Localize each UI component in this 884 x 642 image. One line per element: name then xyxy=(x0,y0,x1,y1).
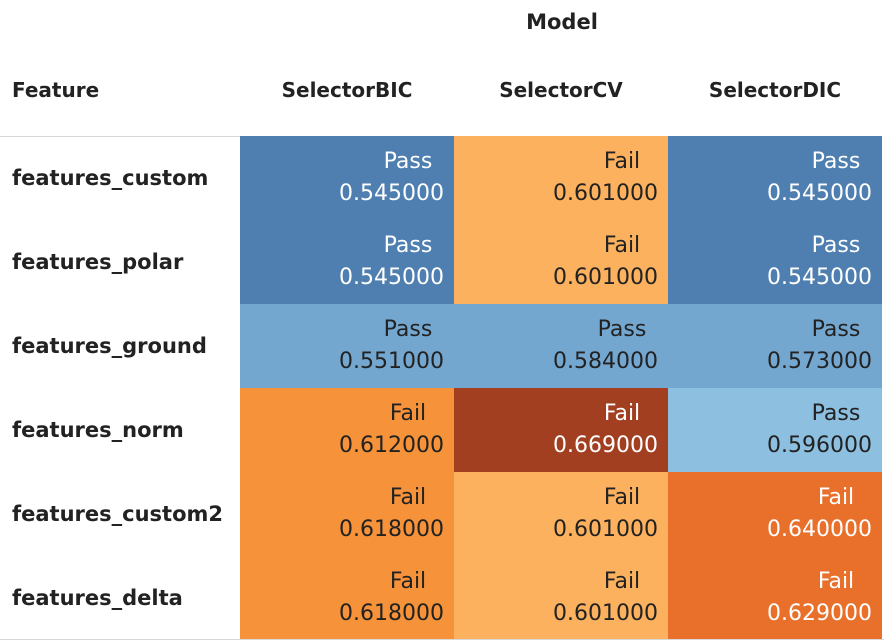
cell-status-label: Fail xyxy=(603,401,641,426)
cell-value-label: 0.596000 xyxy=(767,433,872,458)
cell-value-label: 0.545000 xyxy=(767,265,872,290)
cell-status-label: Fail xyxy=(817,569,855,594)
cell-value-label: 0.618000 xyxy=(339,601,444,626)
cell-status-label: Pass xyxy=(597,317,647,342)
column-header: SelectorCV xyxy=(499,78,623,102)
heatmap-cell: Pass 0.573000 xyxy=(668,304,882,388)
cell-status-label: Pass xyxy=(383,317,433,342)
cell-status-label: Fail xyxy=(603,233,641,258)
cell-value-label: 0.669000 xyxy=(553,433,658,458)
heatmap-cell: Fail 0.601000 xyxy=(454,556,668,640)
row-label: features_ground xyxy=(12,334,207,358)
cell-value-label: 0.545000 xyxy=(767,181,872,206)
header-divider xyxy=(0,136,240,137)
cell-status-label: Pass xyxy=(811,149,861,174)
cell-status-label: Fail xyxy=(603,485,641,510)
cell-value-label: 0.551000 xyxy=(339,349,444,374)
heatmap-cell: Pass 0.584000 xyxy=(454,304,668,388)
heatmap-row: features_norm Fail 0.612000 Fail 0.669000 Pas… xyxy=(0,388,884,472)
heatmap-cell: Pass 0.545000 xyxy=(668,220,882,304)
cell-value-label: 0.545000 xyxy=(339,265,444,290)
heatmap-row: features_delta Fail 0.618000 Fail 0.601000 Fa… xyxy=(0,556,884,640)
cell-status-label: Pass xyxy=(811,317,861,342)
heatmap-cell: Fail 0.612000 xyxy=(240,388,454,472)
cell-status-label: Pass xyxy=(383,149,433,174)
cell-status-label: Pass xyxy=(811,401,861,426)
heatmap-cell: Fail 0.618000 xyxy=(240,556,454,640)
column-headers: SelectorBIC SelectorCV SelectorDIC xyxy=(240,72,884,108)
feature-row-header: Feature xyxy=(12,78,100,102)
row-label: features_custom xyxy=(12,166,209,190)
cell-status-label: Fail xyxy=(389,401,427,426)
cell-value-label: 0.618000 xyxy=(339,517,444,542)
heatmap-cell: Pass 0.545000 xyxy=(240,136,454,220)
cell-value-label: 0.545000 xyxy=(339,181,444,206)
heatmap-grid: features_custom Pass 0.545000 Fail 0.601000 P… xyxy=(0,136,884,640)
cell-value-label: 0.601000 xyxy=(553,265,658,290)
cell-status-label: Fail xyxy=(389,569,427,594)
heatmap-cell: Fail 0.618000 xyxy=(240,472,454,556)
row-label: features_delta xyxy=(12,586,183,610)
row-label: features_custom2 xyxy=(12,502,223,526)
heatmap-cell: Pass 0.545000 xyxy=(240,220,454,304)
heatmap-cell: Fail 0.640000 xyxy=(668,472,882,556)
cell-status-label: Pass xyxy=(811,233,861,258)
cell-value-label: 0.601000 xyxy=(553,601,658,626)
heatmap-cell: Fail 0.669000 xyxy=(454,388,668,472)
cell-status-label: Pass xyxy=(383,233,433,258)
bottom-divider xyxy=(0,639,884,640)
heatmap-cell: Fail 0.601000 xyxy=(454,220,668,304)
heatmap-cell: Fail 0.601000 xyxy=(454,472,668,556)
cell-value-label: 0.573000 xyxy=(767,349,872,374)
heatmap-cell: Fail 0.629000 xyxy=(668,556,882,640)
cell-status-label: Fail xyxy=(603,569,641,594)
cell-value-label: 0.612000 xyxy=(339,433,444,458)
heatmap-cell: Pass 0.596000 xyxy=(668,388,882,472)
row-label: features_polar xyxy=(12,250,184,274)
cell-value-label: 0.629000 xyxy=(767,601,872,626)
model-group-header: Model xyxy=(526,10,598,34)
cell-value-label: 0.601000 xyxy=(553,517,658,542)
row-label: features_norm xyxy=(12,418,184,442)
heatmap-row: features_custom Pass 0.545000 Fail 0.601000 P… xyxy=(0,136,884,220)
cell-value-label: 0.601000 xyxy=(553,181,658,206)
cell-value-label: 0.640000 xyxy=(767,517,872,542)
column-header: SelectorBIC xyxy=(281,78,413,102)
cell-status-label: Fail xyxy=(603,149,641,174)
cell-status-label: Fail xyxy=(817,485,855,510)
heatmap-row: features_ground Pass 0.551000 Pass 0.584000 P… xyxy=(0,304,884,388)
heatmap-row: features_custom2 Fail 0.618000 Fail 0.601000… xyxy=(0,472,884,556)
cell-status-label: Fail xyxy=(389,485,427,510)
column-header: SelectorDIC xyxy=(708,78,842,102)
heatmap-cell: Pass 0.551000 xyxy=(240,304,454,388)
heatmap-cell: Fail 0.601000 xyxy=(454,136,668,220)
heatmap-cell: Pass 0.545000 xyxy=(668,136,882,220)
heatmap-row: features_polar Pass 0.545000 Fail 0.601000 Pa… xyxy=(0,220,884,304)
cell-value-label: 0.584000 xyxy=(553,349,658,374)
